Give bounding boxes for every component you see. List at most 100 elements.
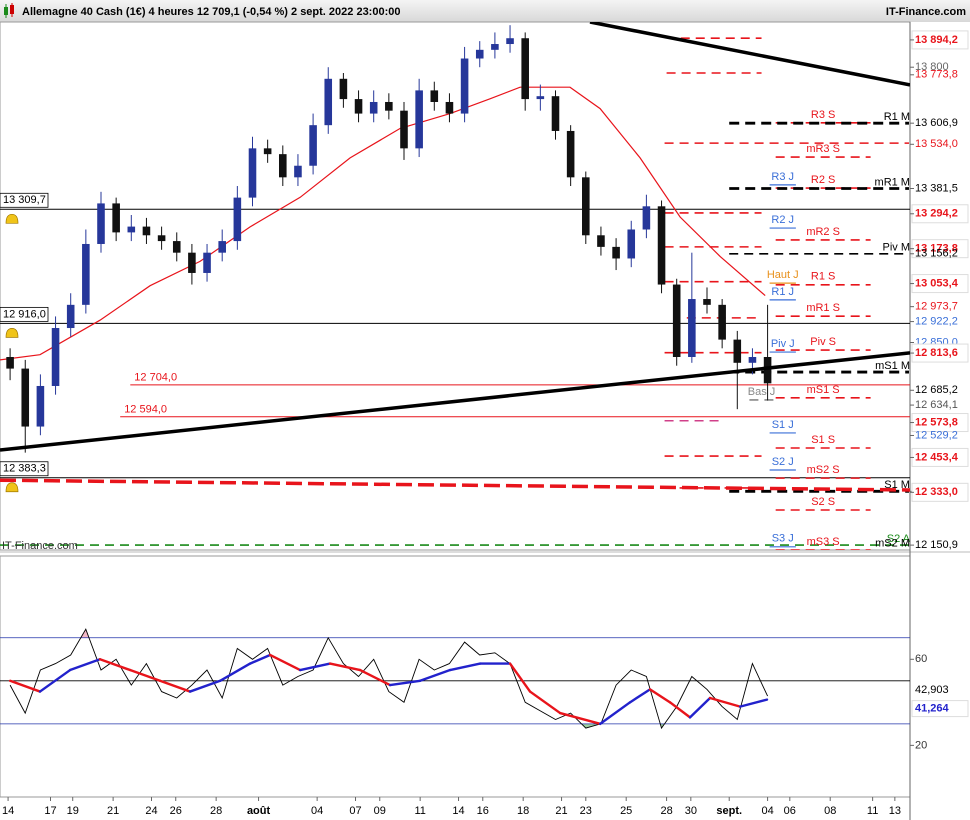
candle-body bbox=[657, 206, 666, 285]
rsi-last-label: 42,903 bbox=[915, 684, 949, 696]
line-label-box bbox=[0, 461, 49, 477]
price-label: 12 453,4 bbox=[915, 451, 959, 463]
candle-body bbox=[703, 299, 711, 305]
signal-segment bbox=[38, 668, 72, 693]
candle-body bbox=[521, 38, 529, 100]
candle-body bbox=[491, 44, 499, 50]
candle-body bbox=[748, 356, 757, 363]
candle-body bbox=[97, 203, 105, 244]
line-label: 13 309,7 bbox=[3, 194, 46, 206]
signal-segment bbox=[98, 658, 132, 672]
x-tick-label: 07 bbox=[349, 805, 361, 817]
app-icon bbox=[4, 3, 14, 18]
price-label: 12 922,2 bbox=[915, 315, 958, 327]
signal-segment bbox=[648, 688, 672, 704]
y-tick-label: 20 bbox=[915, 739, 927, 751]
candle-body bbox=[157, 235, 166, 242]
x-tick-label: 06 bbox=[784, 805, 796, 817]
price-label: 13 156,2 bbox=[915, 248, 958, 260]
signal-segment bbox=[668, 701, 692, 719]
candle-body bbox=[415, 90, 423, 149]
candle-body bbox=[294, 165, 302, 178]
x-tick-label: 28 bbox=[660, 805, 672, 817]
price-label: 12 333,0 bbox=[915, 486, 958, 498]
candle-body bbox=[188, 252, 196, 273]
x-tick-label: 19 bbox=[67, 805, 79, 817]
candle-body bbox=[127, 226, 136, 233]
line-label: 12 594,0 bbox=[124, 404, 167, 416]
line-label-box bbox=[0, 192, 49, 208]
x-tick-label: 28 bbox=[210, 805, 222, 817]
candle-body bbox=[233, 197, 242, 242]
candle-body bbox=[536, 96, 545, 100]
level-label: Piv J bbox=[771, 338, 795, 350]
signal-segment bbox=[158, 679, 192, 693]
candle-body bbox=[21, 368, 30, 427]
candle-body bbox=[763, 356, 772, 384]
candle-body bbox=[627, 229, 636, 259]
level-label: R2 J bbox=[771, 214, 794, 226]
signal-segment bbox=[388, 679, 422, 687]
candle-body bbox=[36, 385, 45, 427]
x-tick-label: 13 bbox=[889, 805, 901, 817]
price-label: 13 800 bbox=[915, 61, 949, 73]
line-label-box bbox=[0, 306, 49, 322]
alert-bell bbox=[5, 213, 19, 224]
trend-line bbox=[0, 478, 910, 492]
x-tick-label: 14 bbox=[452, 805, 464, 817]
level-label: S1 J bbox=[772, 419, 794, 431]
candle-body bbox=[172, 241, 181, 253]
price-label: 12 150,9 bbox=[915, 539, 958, 551]
x-tick-label: 11 bbox=[414, 805, 425, 817]
price-label: 13 173,8 bbox=[915, 243, 958, 255]
level-label: R1 J bbox=[771, 286, 794, 298]
trend-line bbox=[589, 22, 910, 87]
level-label: R2 S bbox=[811, 174, 835, 186]
line-label: 12 704,0 bbox=[134, 372, 177, 384]
price-label: 12 634,1 bbox=[915, 399, 958, 411]
candle-body bbox=[733, 339, 742, 363]
candle-body bbox=[369, 101, 378, 114]
chart-title: Allemagne 40 Cash (1€) 4 heures 12 709,1… bbox=[22, 6, 400, 18]
signal-segment bbox=[248, 653, 272, 665]
level-label: R1 S bbox=[811, 271, 835, 283]
signal-segment bbox=[128, 668, 162, 683]
level-label: S1 S bbox=[811, 434, 835, 446]
price-label: 13 894,2 bbox=[915, 34, 958, 46]
level-label: S2 A bbox=[887, 533, 911, 545]
candle-body bbox=[475, 49, 484, 59]
y-tick-label: 60 bbox=[915, 653, 927, 665]
candle-body bbox=[142, 226, 151, 236]
x-tick-label: août bbox=[247, 805, 271, 817]
price-label: 12 685,2 bbox=[915, 384, 958, 396]
signal-segment bbox=[738, 698, 769, 708]
level-label: mR2 S bbox=[806, 226, 840, 238]
candle-body bbox=[6, 356, 14, 369]
price-label: 12 573,8 bbox=[915, 416, 958, 428]
signal-segment bbox=[358, 668, 392, 687]
candle-body bbox=[688, 299, 696, 357]
candle-body bbox=[324, 78, 333, 126]
level-label: mR1 S bbox=[806, 302, 840, 314]
candle-body bbox=[506, 38, 514, 45]
signal-segment bbox=[448, 662, 482, 672]
candle-body bbox=[430, 90, 439, 102]
level-label: mS1 S bbox=[807, 384, 840, 396]
level-label: mS1 M bbox=[875, 360, 910, 372]
price-label: 13 534,0 bbox=[915, 138, 958, 150]
level-label: R3 S bbox=[811, 109, 835, 121]
candle-body bbox=[718, 304, 726, 340]
level-label: Piv M bbox=[882, 242, 910, 254]
alert-bell bbox=[5, 482, 19, 493]
candle-body bbox=[400, 110, 408, 149]
signal-segment bbox=[628, 688, 652, 704]
alert-bell bbox=[5, 328, 19, 338]
candle-body bbox=[339, 78, 348, 100]
signal-segment bbox=[188, 679, 222, 693]
signal-segment bbox=[8, 679, 42, 693]
price-label: 13 606,9 bbox=[915, 117, 958, 129]
signal-segment bbox=[418, 668, 452, 683]
line-label: 12 916,0 bbox=[3, 308, 46, 320]
signal-segment bbox=[598, 701, 632, 726]
candle-body bbox=[566, 130, 575, 178]
